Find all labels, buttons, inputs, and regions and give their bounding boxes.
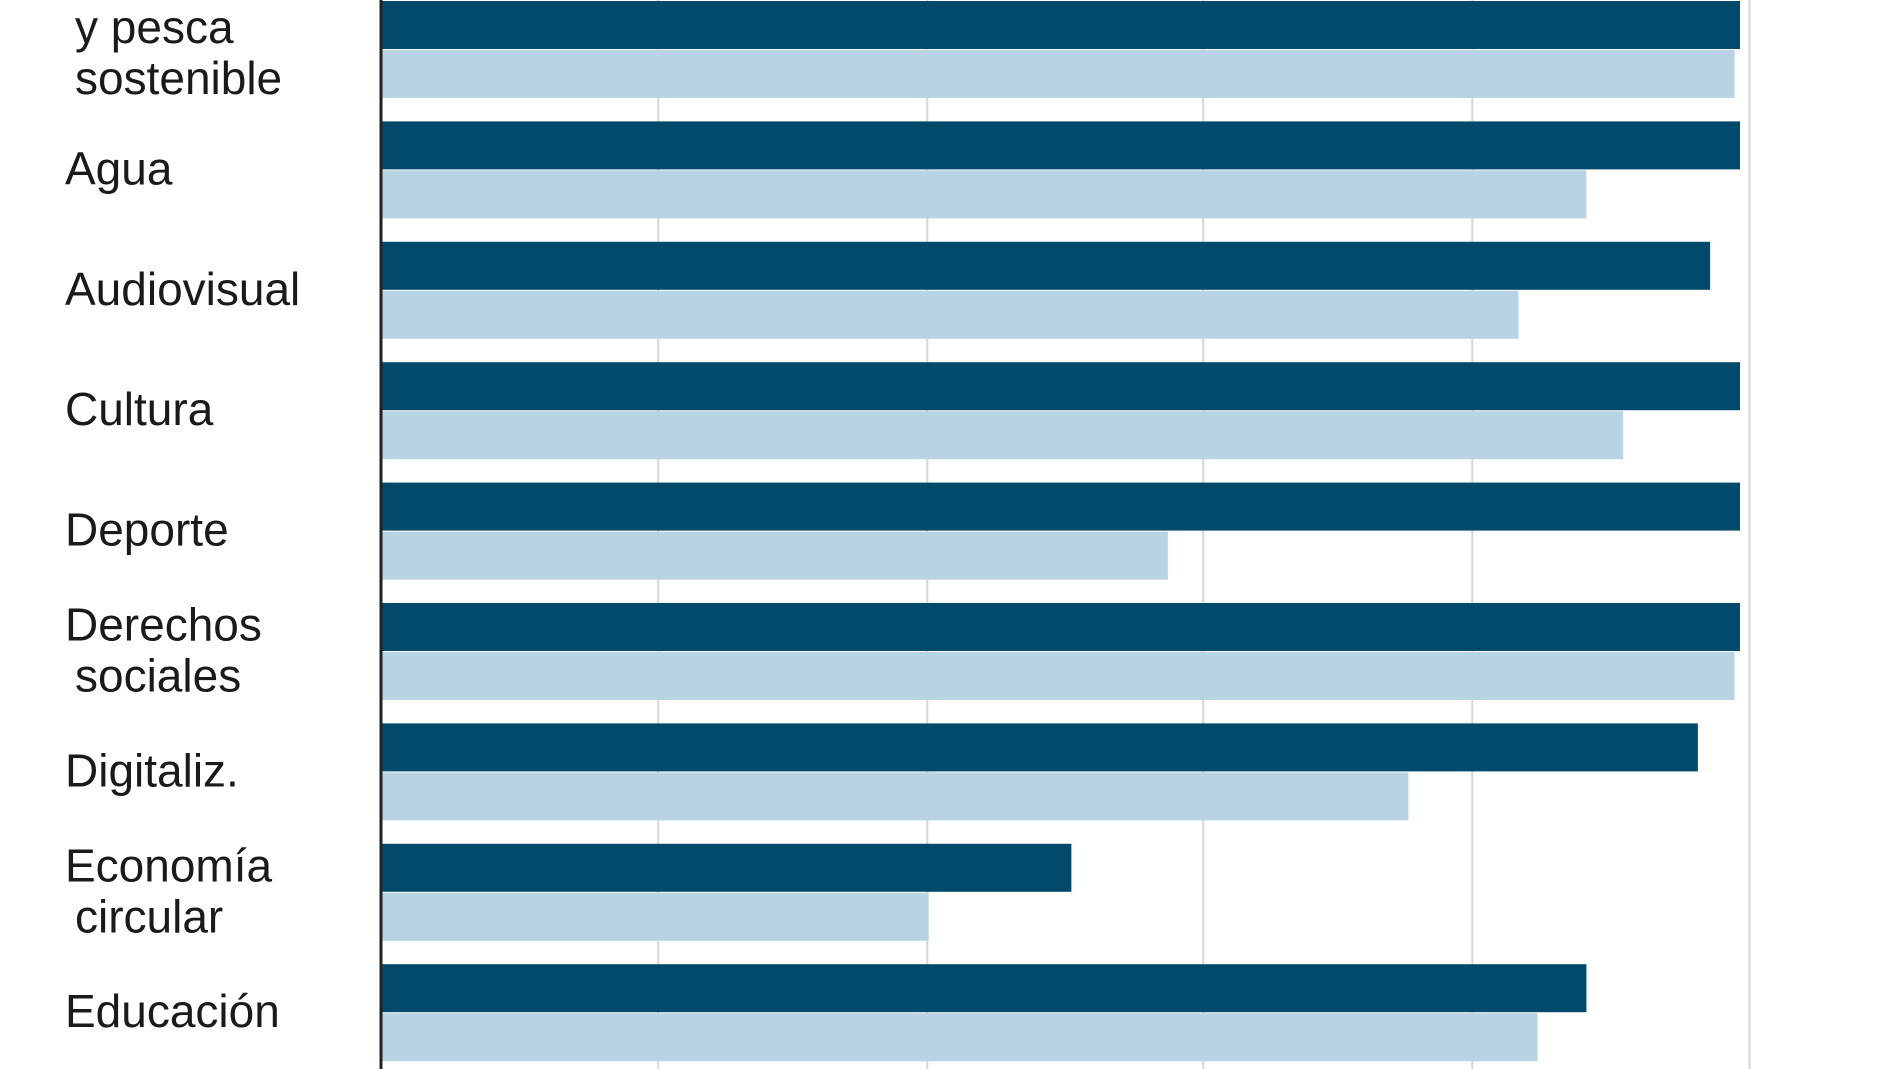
category-label-1-line-0: Agua bbox=[65, 142, 173, 194]
category-label-4: Deporte bbox=[65, 504, 229, 556]
category-label-8: Educación bbox=[65, 985, 280, 1037]
bars bbox=[381, 1, 1740, 1062]
bar-series2-cat1 bbox=[381, 170, 1587, 219]
bar-series1-cat5 bbox=[381, 603, 1740, 651]
bar-series2-cat4 bbox=[381, 531, 1168, 580]
category-label-3: Cultura bbox=[65, 383, 214, 435]
bar-series2-cat2 bbox=[381, 290, 1519, 339]
bar-series1-cat8 bbox=[381, 964, 1587, 1013]
bar-series1-cat7 bbox=[381, 843, 1072, 892]
category-label-5: Derechos sociales bbox=[65, 599, 262, 702]
bar-series1-cat4 bbox=[381, 482, 1740, 531]
category-label-0-line-0: y pesca bbox=[75, 1, 234, 53]
category-label-7-line-1: circular bbox=[75, 890, 223, 942]
bar-series1-cat0 bbox=[381, 1, 1740, 49]
category-label-6-line-0: Digitaliz. bbox=[65, 744, 239, 796]
category-label-0: y pesca sostenible bbox=[75, 1, 282, 104]
bar-series2-cat5 bbox=[381, 652, 1735, 700]
category-label-5-line-0: Derechos bbox=[65, 599, 262, 651]
category-label-7-line-0: Economía bbox=[65, 839, 273, 891]
bar-series2-cat0 bbox=[381, 50, 1735, 98]
bar-series2-cat7 bbox=[381, 892, 929, 941]
bar-series1-cat1 bbox=[381, 121, 1740, 170]
category-label-7: Economía circular bbox=[65, 839, 273, 942]
bar-series1-cat2 bbox=[381, 241, 1711, 290]
bar-series2-cat6 bbox=[381, 772, 1409, 821]
category-labels: y pesca sostenible Agua Audiovisual Cultura D… bbox=[65, 1, 300, 1037]
category-label-8-line-0: Educación bbox=[65, 985, 280, 1037]
category-label-2: Audiovisual bbox=[65, 263, 300, 315]
category-label-2-line-0: Audiovisual bbox=[65, 263, 300, 315]
bar-series2-cat8 bbox=[381, 1013, 1538, 1062]
category-label-0-line-1: sostenible bbox=[75, 52, 282, 104]
bar-series2-cat3 bbox=[381, 411, 1624, 460]
category-label-4-line-0: Deporte bbox=[65, 504, 229, 556]
category-label-1: Agua bbox=[65, 142, 173, 194]
bar-series1-cat3 bbox=[381, 362, 1740, 411]
category-label-3-line-0: Cultura bbox=[65, 383, 214, 435]
bar-series1-cat6 bbox=[381, 723, 1698, 772]
category-label-5-line-1: sociales bbox=[75, 650, 241, 702]
category-label-6: Digitaliz. bbox=[65, 744, 239, 796]
